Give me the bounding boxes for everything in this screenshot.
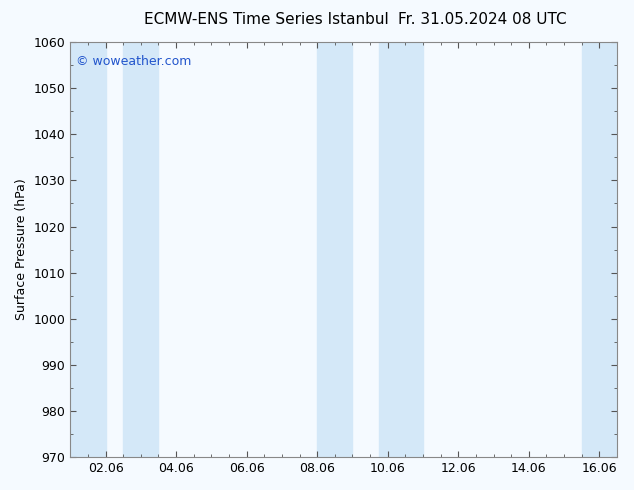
Text: © woweather.com: © woweather.com [75, 54, 191, 68]
Text: Fr. 31.05.2024 08 UTC: Fr. 31.05.2024 08 UTC [398, 12, 566, 27]
Bar [70, 42, 106, 457]
Bar [317, 42, 353, 457]
Y-axis label: Surface Pressure (hPa): Surface Pressure (hPa) [15, 179, 28, 320]
Bar [123, 42, 158, 457]
Bar [379, 42, 423, 457]
Text: ECMW-ENS Time Series Istanbul: ECMW-ENS Time Series Istanbul [144, 12, 389, 27]
Bar [582, 42, 617, 457]
